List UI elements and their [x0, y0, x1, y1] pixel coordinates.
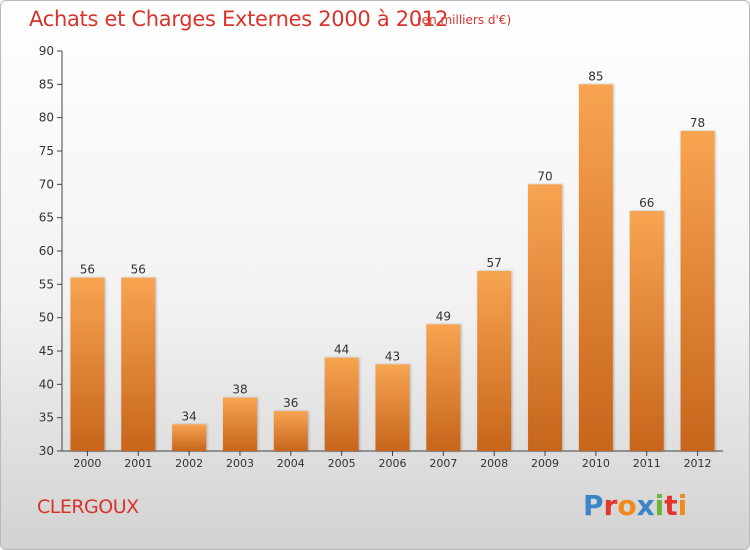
y-tick-label: 60 — [39, 244, 54, 258]
y-tick-label: 70 — [39, 177, 54, 191]
bar — [629, 211, 664, 451]
place-name: CLERGOUX — [37, 496, 139, 518]
y-tick-label: 55 — [39, 277, 54, 291]
bar-value-label: 57 — [487, 256, 502, 270]
bar — [70, 277, 105, 451]
bars: 56 56 34 38 36 44 43 49 57 70 85 66 78 — [70, 69, 715, 452]
bar — [528, 184, 563, 452]
x-tick-label: 2006 — [379, 457, 407, 470]
bar — [680, 131, 715, 451]
bar — [375, 364, 410, 451]
bar-value-label: 44 — [334, 343, 349, 357]
bar — [273, 411, 308, 451]
chart-title: Achats et Charges Externes 2000 à 2012 — [29, 7, 449, 31]
bar — [324, 357, 359, 451]
x-tick-label: 2007 — [429, 457, 457, 470]
x-tick-label: 2004 — [277, 457, 305, 470]
bar — [172, 424, 207, 451]
axes: 30 35 40 45 50 55 60 65 70 75 80 85 90 2000 2001 2002 20… — [39, 44, 723, 470]
bar-value-label: 66 — [639, 196, 654, 210]
bar — [222, 397, 257, 451]
x-tick-label: 2008 — [480, 457, 508, 470]
bar — [121, 277, 156, 451]
x-tick-label: 2011 — [633, 457, 661, 470]
y-tick-label: 65 — [39, 211, 54, 225]
bar-value-label: 56 — [131, 263, 146, 277]
bar — [578, 84, 613, 451]
y-tick-label: 50 — [39, 311, 54, 325]
bar-value-label: 43 — [385, 349, 400, 363]
chart-subtitle: (en milliers d'€) — [417, 13, 512, 27]
y-tick-label: 90 — [39, 44, 54, 58]
x-tick-label: 2005 — [328, 457, 356, 470]
y-tick-label: 45 — [39, 344, 54, 358]
y-tick-label: 80 — [39, 111, 54, 125]
x-tick-label: 2001 — [124, 457, 152, 470]
y-tick-label: 40 — [39, 377, 54, 391]
proxiti-logo: Proxiti — [583, 489, 688, 522]
x-tick-label: 2009 — [531, 457, 559, 470]
bar-value-label: 36 — [283, 396, 298, 410]
bar-value-label: 78 — [690, 116, 705, 130]
bar-value-label: 34 — [181, 409, 196, 423]
y-tick-label: 75 — [39, 144, 54, 158]
y-tick-label: 35 — [39, 411, 54, 425]
x-tick-label: 2002 — [175, 457, 203, 470]
y-tick-label: 30 — [39, 444, 54, 458]
x-tick-label: 2003 — [226, 457, 254, 470]
x-tick-label: 2012 — [684, 457, 712, 470]
bar-value-label: 38 — [232, 383, 247, 397]
x-tick-label: 2000 — [73, 457, 101, 470]
bar-value-label: 70 — [537, 169, 552, 183]
bar — [426, 324, 461, 451]
bar-value-label: 56 — [80, 263, 95, 277]
y-tick-label: 85 — [39, 77, 54, 91]
bar — [477, 271, 512, 451]
bar-value-label: 85 — [588, 69, 603, 83]
x-tick-label: 2010 — [582, 457, 610, 470]
bar-value-label: 49 — [436, 309, 451, 323]
